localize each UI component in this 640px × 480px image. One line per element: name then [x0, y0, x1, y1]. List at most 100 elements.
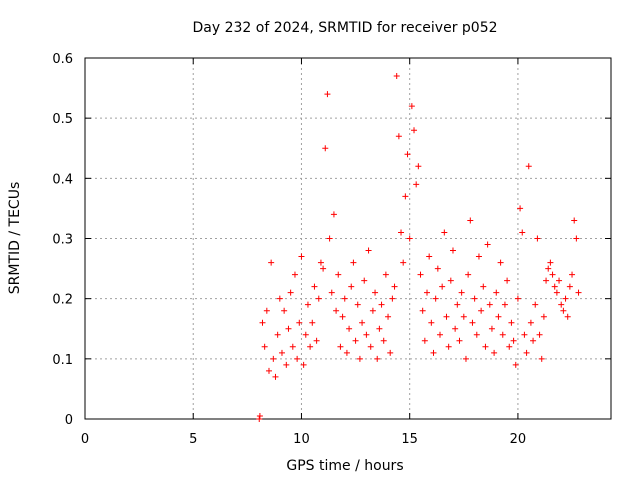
data-point — [439, 283, 446, 290]
data-point — [491, 349, 498, 356]
data-point — [402, 193, 409, 200]
data-point — [460, 313, 467, 320]
data-point — [523, 349, 530, 356]
data-point — [263, 307, 270, 314]
data-point — [356, 355, 363, 362]
data-point — [419, 307, 426, 314]
data-point — [324, 91, 331, 98]
data-point — [270, 355, 277, 362]
data-point — [363, 331, 370, 338]
data-point — [536, 331, 543, 338]
data-point — [486, 301, 493, 308]
data-point — [473, 331, 480, 338]
data-point — [538, 355, 545, 362]
data-point — [495, 313, 502, 320]
data-point — [298, 253, 305, 260]
y-tick-label: 0.5 — [52, 112, 73, 127]
data-point — [354, 301, 361, 308]
data-point — [256, 416, 263, 422]
y-tick-label: 0.1 — [52, 353, 73, 368]
data-point — [309, 319, 316, 326]
axis-ticks: 0 0.1 0.2 0.3 0.4 0.5 0.6 0 5 10 15 20 — [52, 52, 611, 447]
data-point — [404, 151, 411, 158]
data-point — [395, 133, 402, 140]
data-point — [475, 253, 482, 260]
data-point — [424, 289, 431, 296]
data-point — [341, 295, 348, 302]
data-point — [426, 253, 433, 260]
data-point — [519, 229, 526, 236]
y-tick-label: 0.3 — [52, 233, 73, 248]
data-point — [478, 307, 485, 314]
data-point — [467, 217, 474, 224]
data-point — [417, 271, 424, 278]
data-point — [346, 325, 353, 332]
data-point — [499, 331, 506, 338]
data-point — [369, 307, 376, 314]
data-point — [573, 235, 580, 242]
data-point — [510, 337, 517, 344]
data-point — [317, 259, 324, 266]
data-point — [480, 283, 487, 290]
data-point — [434, 265, 441, 272]
data-point — [335, 271, 342, 278]
data-point — [566, 283, 573, 290]
data-point — [285, 325, 292, 332]
y-tick-label: 0 — [65, 413, 73, 428]
data-point — [551, 283, 558, 290]
data-point — [315, 295, 322, 302]
data-point — [514, 295, 521, 302]
data-point — [432, 295, 439, 302]
data-point — [398, 229, 405, 236]
data-point — [278, 349, 285, 356]
data-point — [512, 361, 519, 368]
data-point — [543, 277, 550, 284]
data-point — [380, 337, 387, 344]
data-point — [530, 337, 537, 344]
data-point — [465, 271, 472, 278]
data-point — [289, 343, 296, 350]
data-point — [421, 337, 428, 344]
data-point — [283, 361, 290, 368]
data-point — [287, 289, 294, 296]
data-point — [296, 319, 303, 326]
data-point — [320, 265, 327, 272]
data-point — [508, 319, 515, 326]
data-point — [350, 259, 357, 266]
data-point — [560, 307, 567, 314]
data-point — [337, 343, 344, 350]
data-point — [411, 127, 418, 134]
data-point — [339, 313, 346, 320]
chart-title: Day 232 of 2024, SRMTID for receiver p05… — [192, 20, 497, 36]
data-point — [326, 235, 333, 242]
x-tick-label: 10 — [293, 432, 310, 447]
data-point — [436, 331, 443, 338]
data-point — [408, 103, 415, 110]
data-point — [532, 301, 539, 308]
data-point — [558, 301, 565, 308]
y-axis-title: SRMTID / TECUs — [7, 182, 23, 295]
data-point — [348, 283, 355, 290]
data-point — [313, 337, 320, 344]
data-point — [304, 301, 311, 308]
x-axis-title: GPS time / hours — [286, 458, 403, 474]
data-point — [302, 331, 309, 338]
data-point — [556, 277, 563, 284]
data-point — [553, 289, 560, 296]
data-point — [359, 319, 366, 326]
data-point — [413, 181, 420, 188]
data-point — [311, 283, 318, 290]
data-point — [322, 145, 329, 152]
data-point — [307, 343, 314, 350]
data-point — [276, 295, 283, 302]
data-point — [527, 319, 534, 326]
data-point — [452, 325, 459, 332]
data-point — [367, 343, 374, 350]
data-point — [274, 331, 281, 338]
y-tick-label: 0.4 — [52, 172, 73, 187]
data-point — [376, 325, 383, 332]
data-point — [575, 289, 582, 296]
data-point — [291, 271, 298, 278]
data-point — [521, 331, 528, 338]
